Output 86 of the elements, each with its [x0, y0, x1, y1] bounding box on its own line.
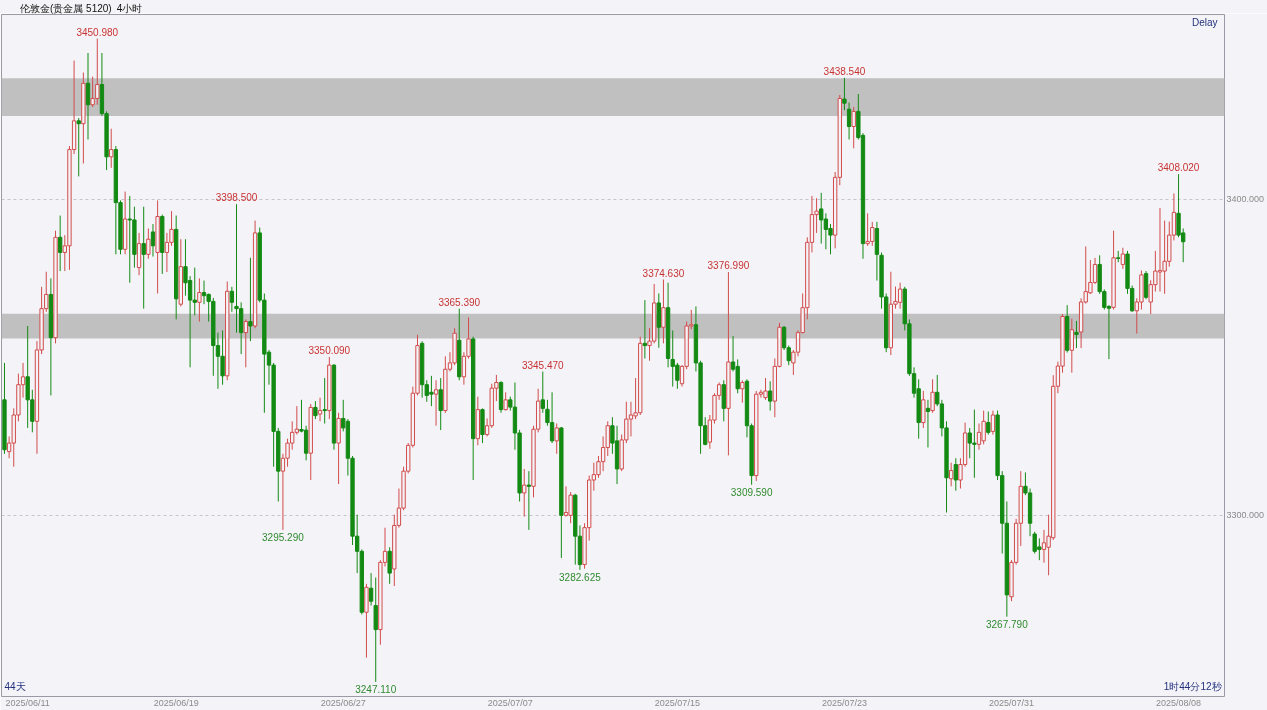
y-tick-label: 3400.000 [1226, 194, 1265, 205]
annotation: 3398.500 [215, 192, 258, 204]
annotation: 3365.390 [438, 296, 481, 308]
annotation: 3408.020 [1157, 162, 1200, 174]
candlestick [238, 301, 244, 355]
candlestick [661, 279, 666, 344]
y-tick-label: 3300.000 [1226, 510, 1265, 521]
candlestick [986, 411, 991, 436]
candlestick [554, 423, 559, 455]
x-tick-label: 2025/07/23 [821, 697, 867, 708]
candlestick [229, 286, 235, 313]
annotation: 3374.630 [642, 267, 685, 279]
candlestick [540, 371, 545, 414]
candlestick [522, 468, 527, 518]
candlestick [819, 192, 824, 245]
x-tick-label: 2025/07/15 [654, 697, 700, 708]
candlestick [303, 425, 309, 461]
candlestick [526, 470, 532, 531]
candlestick [164, 232, 170, 273]
candlestick [721, 379, 726, 422]
candlestick [136, 232, 142, 276]
candlestick [387, 546, 392, 585]
candlestick [921, 390, 926, 429]
candlestick [1157, 207, 1163, 293]
candlestick [948, 462, 954, 487]
candlestick [76, 117, 81, 177]
candlestick [243, 318, 248, 368]
candlestick [317, 397, 323, 422]
candlestick [433, 379, 439, 427]
candlestick [197, 277, 202, 323]
candlestick [642, 299, 648, 359]
candlestick [930, 378, 935, 414]
annotation: 3345.470 [521, 359, 565, 371]
candlestick [563, 485, 569, 518]
x-tick-label: 2025/06/27 [320, 697, 366, 708]
candlestick [768, 380, 773, 412]
candlestick [150, 223, 156, 258]
candlestick [141, 206, 146, 310]
candlestick [740, 379, 745, 404]
annotation: 3350.090 [308, 344, 351, 356]
annotation: 3450.980 [76, 26, 119, 38]
candlestick [976, 423, 982, 451]
candlestick [549, 391, 555, 444]
annotation: 3295.290 [262, 531, 305, 543]
candlestick [322, 377, 327, 425]
x-tick-label: 2025/08/08 [1156, 697, 1202, 708]
annotation: 3282.625 [559, 571, 602, 583]
candlestick [146, 227, 151, 260]
x-tick-label: 2025/07/31 [988, 697, 1035, 708]
x-tick-label: 2025/06/19 [153, 697, 199, 708]
candlestick [763, 377, 768, 401]
candlestick [248, 257, 253, 342]
annotation: 1时44分12秒 [1163, 681, 1222, 692]
text: Delay [1191, 17, 1218, 28]
candlestick [925, 399, 931, 448]
x-tick-label: 2025/07/07 [487, 697, 533, 708]
candlestick [823, 212, 829, 250]
candlestick [1074, 320, 1079, 349]
candlestick [846, 102, 852, 140]
chart-title: 伦敦金(贵金属 5120) [20, 3, 112, 14]
candlestick [201, 280, 207, 305]
annotation: 3376.990 [707, 260, 750, 272]
candlestick [85, 52, 91, 140]
candlestick [897, 282, 903, 310]
candlestick [1143, 270, 1149, 300]
candlestick [220, 329, 225, 386]
candlestick [109, 128, 114, 169]
candlestick [1041, 529, 1047, 564]
annotation: 3309.590 [730, 486, 773, 498]
candlestick [628, 401, 634, 437]
x-tick-label: 2025/06/11 [5, 697, 50, 708]
candlestick [503, 391, 508, 412]
candlestick [57, 215, 63, 272]
candlestick [438, 377, 443, 431]
candlestick [1069, 318, 1074, 374]
annotation: 3438.540 [823, 65, 866, 77]
annotation: 3267.790 [986, 618, 1029, 630]
candlestick [990, 410, 996, 436]
annotation: 44天 [4, 681, 26, 692]
candlestick [851, 106, 856, 149]
candlestick [953, 457, 958, 492]
annotation: 3247.110 [355, 683, 397, 695]
chart-subtitle: 4小时 [116, 3, 143, 14]
candlestick [1120, 247, 1126, 270]
candlestick [373, 577, 378, 683]
candlestick [842, 77, 847, 111]
